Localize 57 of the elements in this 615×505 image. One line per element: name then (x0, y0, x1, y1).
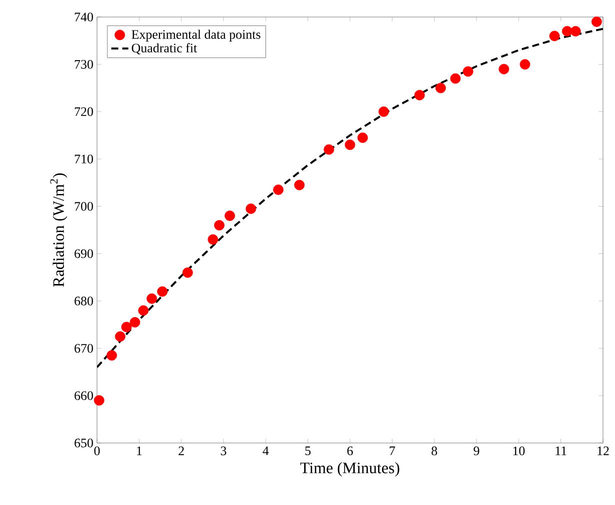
point (324, 144, 334, 155)
point (146, 293, 158, 304)
point (208, 234, 218, 245)
point (182, 267, 193, 278)
point (344, 140, 356, 150)
x-axis-title: Time (Minutes) (300, 462, 400, 477)
x-tick-label: 2 (178, 446, 184, 456)
point (570, 26, 581, 36)
y-tick-label: 710 (74, 154, 93, 164)
point (591, 16, 602, 27)
point (435, 82, 446, 94)
point (157, 286, 168, 297)
y-tick-label: 730 (74, 60, 93, 69)
point (121, 322, 132, 332)
y-tick-label: 680 (74, 296, 93, 306)
point (462, 66, 474, 77)
x-tick-label: 11 (556, 446, 566, 456)
y-tick-label: 660 (74, 391, 93, 400)
x-tick-label: 6 (347, 446, 353, 456)
x-tick-label: 1 (137, 446, 142, 456)
point (130, 317, 140, 328)
point (114, 331, 126, 342)
point (294, 180, 305, 190)
point (94, 395, 104, 406)
x-tick-label: 9 (474, 446, 480, 456)
point (106, 350, 117, 361)
x-tick-label: 0 (94, 446, 100, 456)
point (378, 106, 389, 117)
point (138, 305, 149, 316)
y-axis-title: Radiation (W/m$^{2}$) (50, 173, 68, 287)
x-tick-label: 3 (220, 446, 226, 456)
x-tick-label: 7 (390, 446, 396, 455)
y-tick-label: 700 (74, 202, 93, 211)
x-tick-label: 5 (305, 446, 311, 456)
x-tick-label: 10 (513, 446, 525, 456)
point (549, 30, 560, 42)
point (414, 90, 425, 100)
point (450, 73, 461, 84)
point (224, 210, 236, 221)
y-tick-label: 650 (74, 438, 93, 448)
point (273, 184, 284, 195)
y-tick-label: 720 (74, 107, 93, 116)
x-tick-label: 4 (262, 446, 269, 456)
line-series (97, 28, 604, 368)
x-tick-label: 8 (432, 446, 438, 456)
point (562, 26, 572, 36)
point (214, 220, 224, 230)
point (357, 132, 368, 143)
y-tick-label: 690 (74, 249, 93, 258)
legend-label: Quadratic fit (132, 43, 198, 54)
point (520, 59, 530, 70)
y-tick-label: 740 (74, 12, 93, 22)
point (246, 204, 256, 214)
point (498, 64, 510, 74)
legend-label: Experimental data points (132, 30, 260, 42)
x-tick-label: 12 (598, 446, 609, 456)
y-tick-label: 670 (74, 344, 93, 353)
